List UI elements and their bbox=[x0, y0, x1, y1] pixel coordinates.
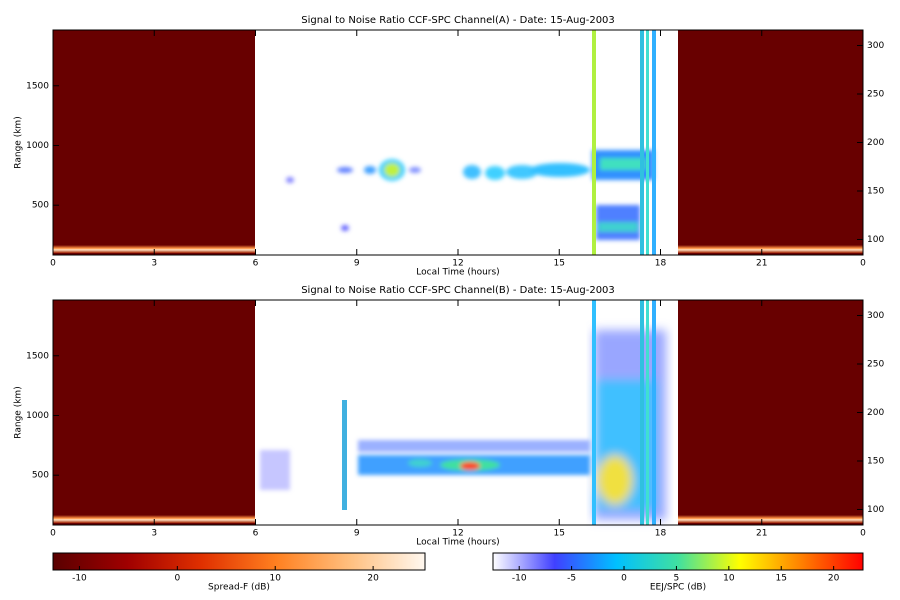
x-tick-label: 0 bbox=[860, 259, 866, 269]
y2-tick-label: 250 bbox=[867, 90, 884, 100]
y2-tick-label: 200 bbox=[867, 138, 884, 148]
x-axis-label: Local Time (hours) bbox=[416, 268, 499, 278]
y-tick-label: 1000 bbox=[26, 411, 49, 421]
x-tick-label: 0 bbox=[860, 529, 866, 539]
y-axis-label: Range (km) bbox=[14, 116, 24, 168]
colorbar-tick-label: 20 bbox=[828, 574, 840, 584]
x-tick-label: 15 bbox=[554, 259, 565, 269]
x-tick-label: 6 bbox=[253, 259, 259, 269]
y2-tick-label: 300 bbox=[867, 311, 884, 321]
x-tick-label: 0 bbox=[50, 529, 56, 539]
y-tick-label: 1000 bbox=[26, 141, 49, 151]
y2-tick-label: 150 bbox=[867, 186, 884, 196]
colorbar-tick-label: 10 bbox=[723, 574, 735, 584]
colorbar-tick-label: 5 bbox=[674, 574, 680, 584]
x-tick-label: 9 bbox=[354, 529, 360, 539]
y-tick-label: 500 bbox=[32, 471, 49, 481]
x-tick-label: 3 bbox=[151, 259, 157, 269]
x-tick-label: 12 bbox=[452, 529, 463, 539]
colorbar-tick-label: 15 bbox=[776, 574, 787, 584]
panel-title: Signal to Noise Ratio CCF-SPC Channel(B)… bbox=[301, 285, 615, 296]
x-tick-label: 21 bbox=[756, 259, 767, 269]
x-tick-label: 9 bbox=[354, 259, 360, 269]
x-tick-label: 15 bbox=[554, 529, 565, 539]
y2-tick-label: 150 bbox=[867, 456, 884, 466]
x-tick-label: 18 bbox=[655, 529, 667, 539]
colorbar-label: Spread-F (dB) bbox=[208, 583, 270, 593]
x-axis-label: Local Time (hours) bbox=[416, 538, 499, 548]
colorbar-tick-label: 0 bbox=[621, 574, 627, 584]
colorbar-tick-label: -10 bbox=[72, 574, 87, 584]
y2-tick-label: 100 bbox=[867, 505, 884, 515]
y-axis-label: Range (km) bbox=[14, 386, 24, 438]
x-tick-label: 0 bbox=[50, 259, 56, 269]
x-tick-label: 21 bbox=[756, 529, 767, 539]
x-tick-label: 3 bbox=[151, 529, 157, 539]
y2-tick-label: 250 bbox=[867, 360, 884, 370]
y-tick-label: 1500 bbox=[26, 351, 49, 361]
colorbar bbox=[52, 552, 426, 571]
colorbar-tick-label: -10 bbox=[512, 574, 527, 584]
y2-tick-label: 100 bbox=[867, 235, 884, 245]
y2-tick-label: 200 bbox=[867, 408, 884, 418]
colorbar-tick-label: 20 bbox=[367, 574, 379, 584]
colorbar-tick-label: 0 bbox=[174, 574, 180, 584]
colorbar-tick-label: -5 bbox=[567, 574, 576, 584]
colorbar-label: EEJ/SPC (dB) bbox=[650, 583, 706, 593]
y-tick-label: 500 bbox=[32, 201, 49, 211]
x-tick-label: 18 bbox=[655, 259, 667, 269]
colorbar bbox=[492, 552, 864, 571]
y2-tick-label: 300 bbox=[867, 41, 884, 51]
panel-title: Signal to Noise Ratio CCF-SPC Channel(A)… bbox=[301, 15, 615, 26]
colorbar-tick-label: 10 bbox=[269, 574, 281, 584]
x-tick-label: 6 bbox=[253, 529, 259, 539]
panel-b-image bbox=[53, 300, 863, 525]
y-tick-label: 1500 bbox=[26, 81, 49, 91]
panel-a-image bbox=[53, 30, 863, 255]
x-tick-label: 12 bbox=[452, 259, 463, 269]
